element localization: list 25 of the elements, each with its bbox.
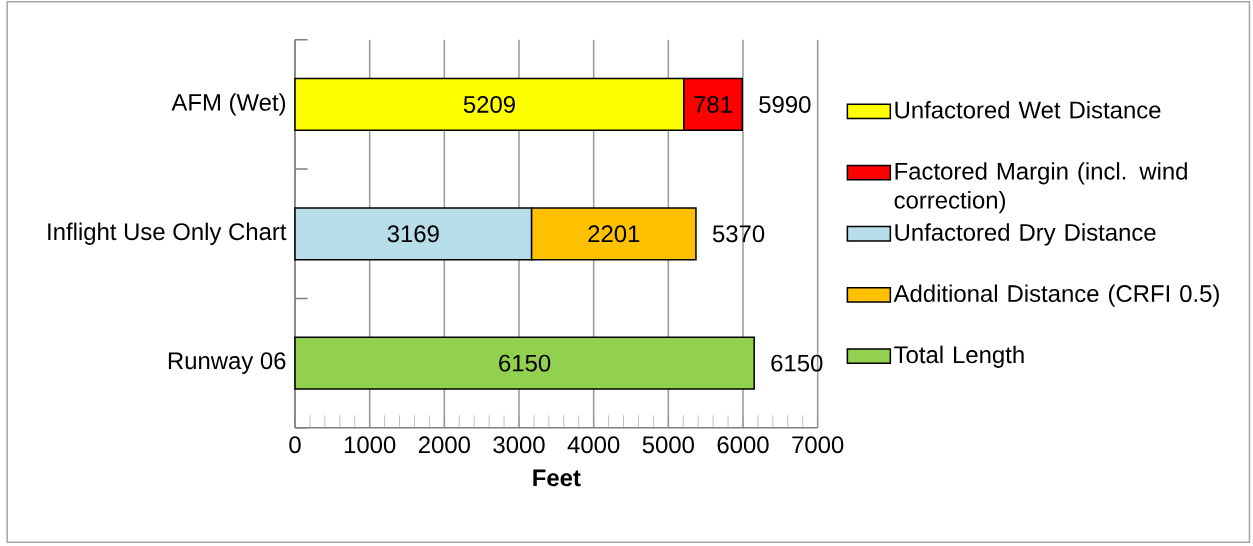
y-tick-label: AFM (Wet) xyxy=(171,93,286,116)
data-label: 6150 xyxy=(499,354,551,372)
data-label: 781 xyxy=(694,95,732,113)
x-tick-label: 5000 xyxy=(642,436,694,454)
x-tick-label: 4000 xyxy=(567,436,620,454)
x-tick-label: 1000 xyxy=(344,436,396,454)
y-tick-label: Inflight Use Only Chart xyxy=(48,222,287,245)
legend-label: Total Length xyxy=(894,345,1024,368)
x-tick-label: 3000 xyxy=(493,436,545,454)
total-label: 5990 xyxy=(759,95,811,113)
data-label: 3169 xyxy=(387,225,439,243)
legend-label: Additional Distance (CRFI 0.5) xyxy=(893,284,1219,307)
x-tick-label: 0 xyxy=(289,436,301,454)
data-label: 2201 xyxy=(588,225,640,243)
legend-label: Unfactored Wet Distance xyxy=(895,101,1161,119)
x-tick-label: 6000 xyxy=(717,436,769,454)
x-tick-label: 7000 xyxy=(792,436,844,454)
total-label: 5370 xyxy=(712,225,765,243)
x-tick-label: 2000 xyxy=(418,436,470,454)
total-label: 6150 xyxy=(771,354,823,372)
legend-label: Unfactored Dry Distance xyxy=(895,223,1156,246)
y-tick-label: Runway 06 xyxy=(168,352,286,374)
data-label: 5209 xyxy=(463,95,515,113)
legend-label: Factored Margin (incl. wind correction) xyxy=(894,162,1187,214)
x-axis-title: Feet xyxy=(533,469,581,487)
